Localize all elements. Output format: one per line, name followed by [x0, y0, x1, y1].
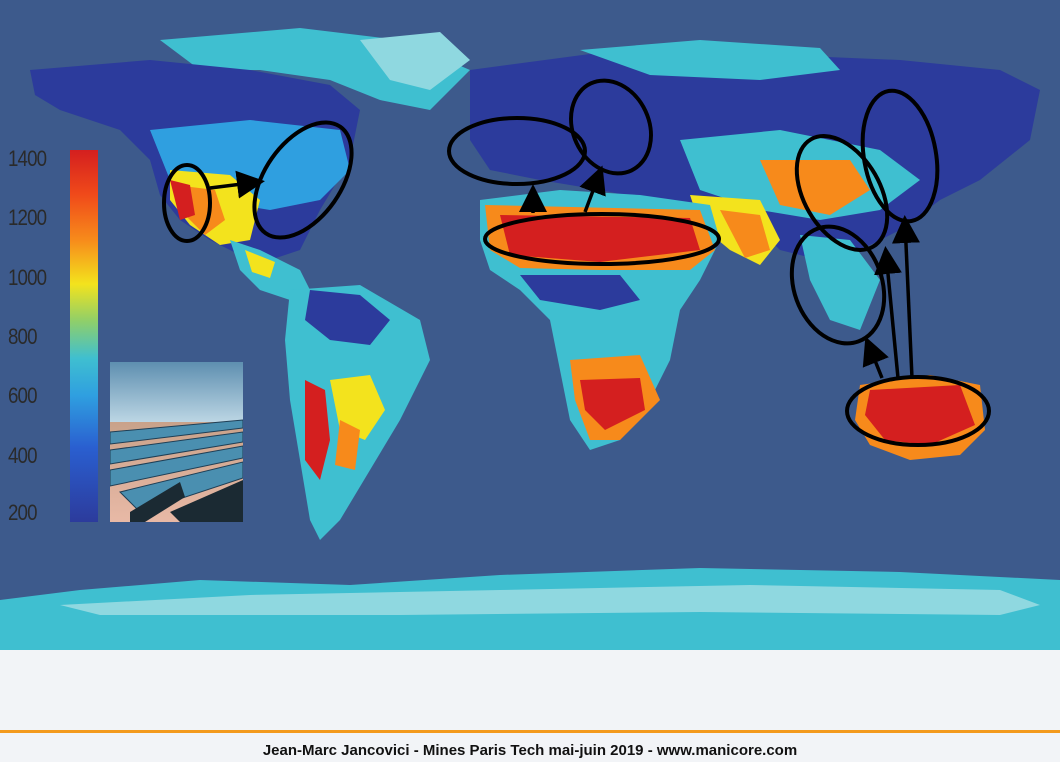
- west-usa-ellipse: [162, 163, 212, 243]
- solar-mirror-photo: [110, 362, 243, 522]
- footer-divider: [0, 730, 1060, 733]
- legend-tick-400: 400: [8, 443, 38, 468]
- sahara-ellipse: [483, 212, 721, 266]
- arrow-na: [209, 170, 265, 199]
- legend-tick-1200: 1200: [8, 205, 47, 230]
- blank-band: [0, 650, 1060, 730]
- china-ellipse: [794, 134, 890, 252]
- legend-color-bar: [70, 150, 98, 522]
- north-america-region: [30, 60, 360, 300]
- eurasia-region: [470, 40, 1040, 330]
- legend-tick-1400: 1400: [8, 146, 47, 171]
- australia-ellipse: [845, 375, 991, 447]
- arrow-aus-ne: [891, 215, 920, 379]
- greenland-region: [160, 28, 470, 110]
- solar-irradiance-map: [0, 0, 1060, 650]
- legend-tick-200: 200: [8, 500, 38, 525]
- eastern-europe-ellipse: [569, 78, 653, 176]
- arrow-aus-sea: [862, 336, 889, 379]
- east-usa-ellipse: [252, 120, 354, 240]
- legend-tick-600: 600: [8, 383, 38, 408]
- legend-tick-800: 800: [8, 324, 38, 349]
- legend-tick-1000: 1000: [8, 265, 47, 290]
- arrow-aus-china: [874, 246, 902, 379]
- footer-credit: Jean-Marc Jancovici - Mines Paris Tech m…: [262, 742, 798, 759]
- arrow-sahara-east: [579, 165, 606, 213]
- africa-region: [480, 190, 720, 450]
- western-europe-ellipse: [447, 116, 587, 186]
- south-america-region: [285, 285, 430, 540]
- antarctica-region: [0, 568, 1060, 650]
